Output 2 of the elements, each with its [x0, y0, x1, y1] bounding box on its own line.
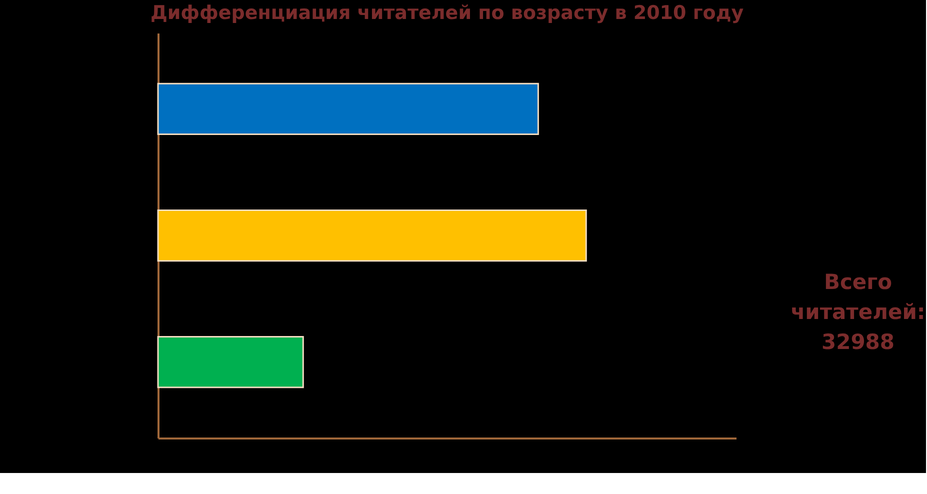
chart-title: Дифференциация читателей по возрасту в 2010 году — [150, 2, 744, 24]
text: Всего читателей: 32988 — [790, 270, 926, 354]
